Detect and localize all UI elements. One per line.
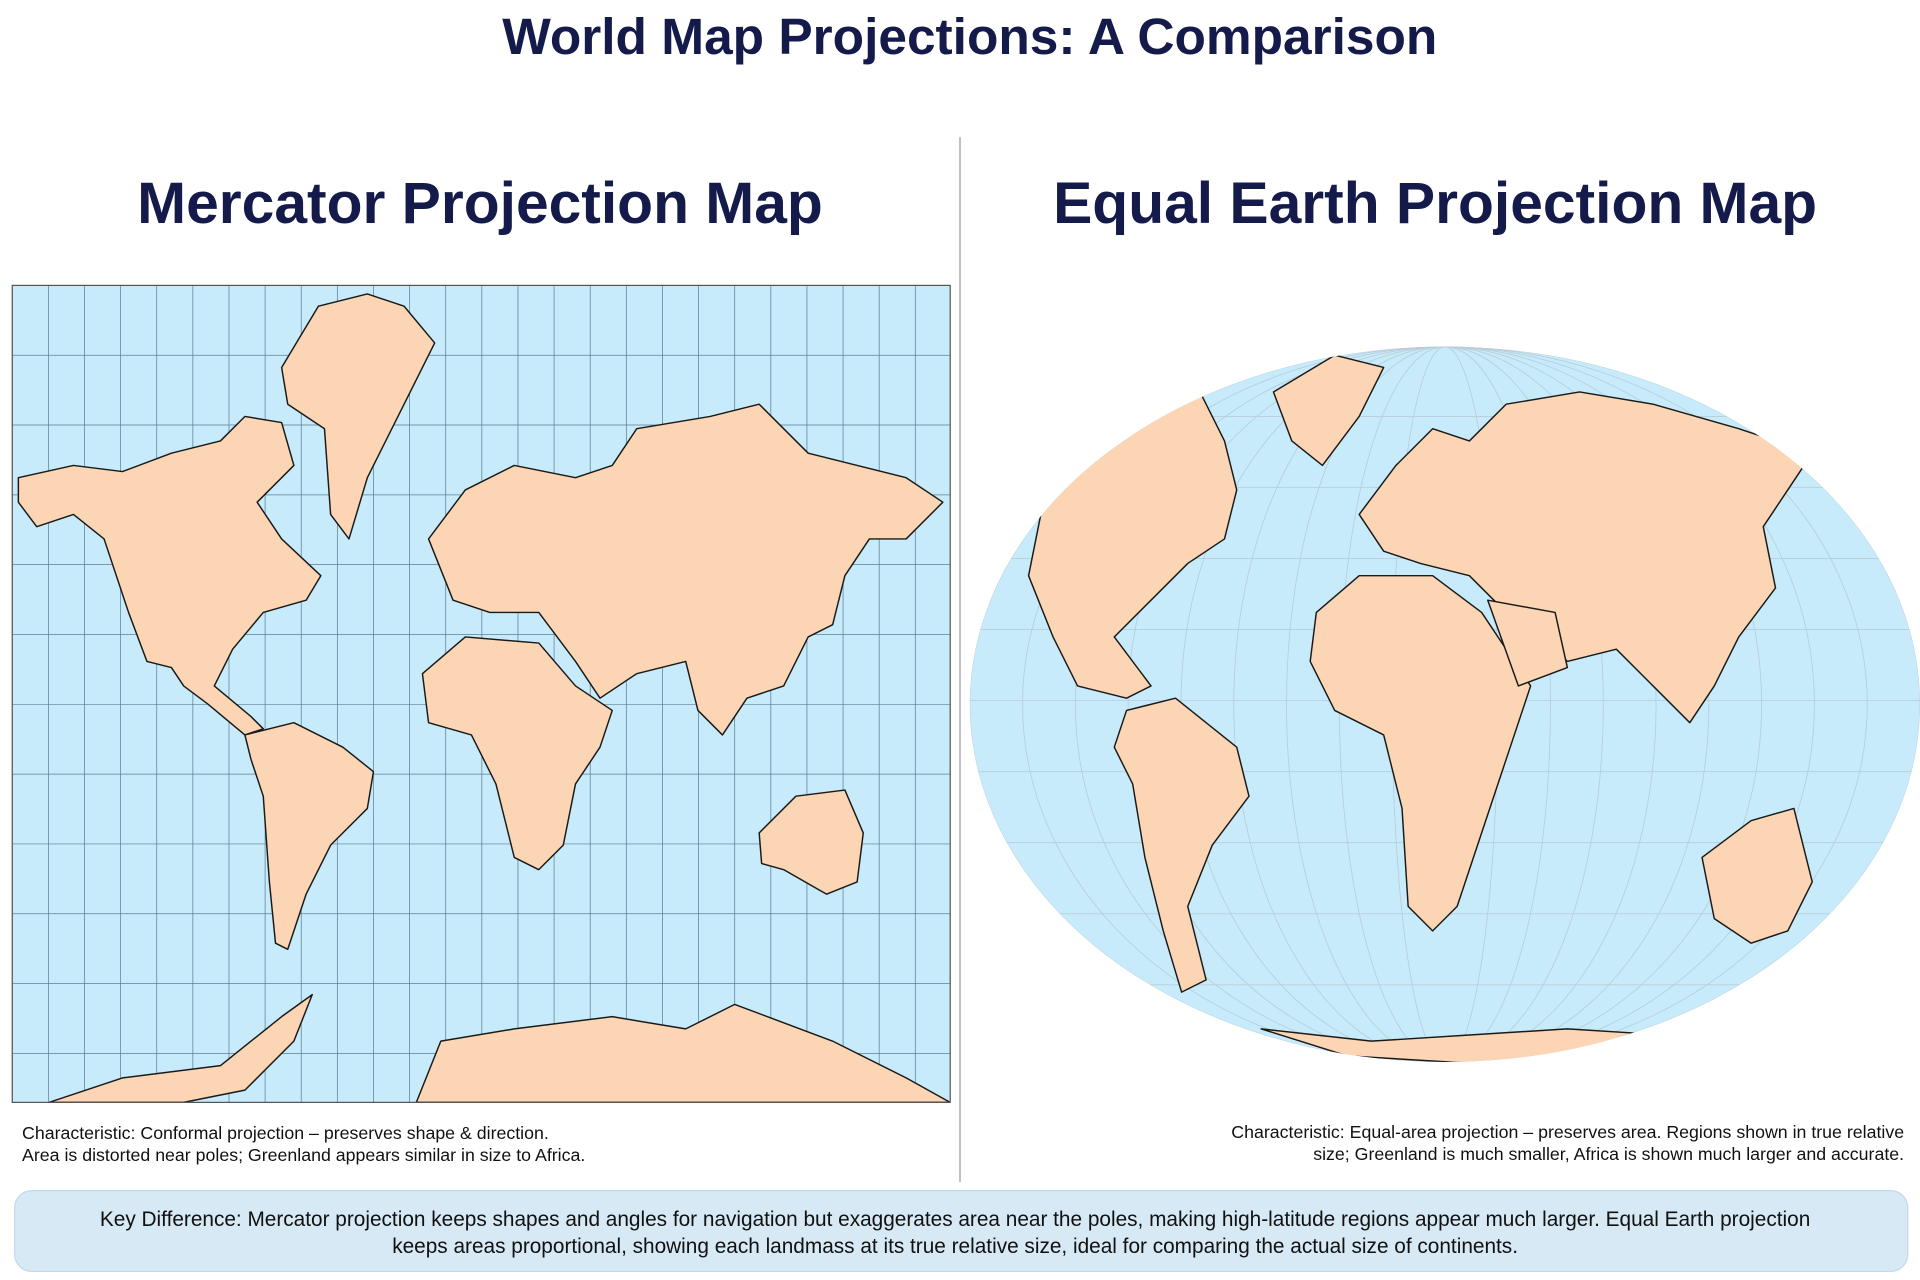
arabia [1487,599,1569,687]
australia [758,789,864,895]
key-difference-box [14,1189,1909,1273]
north-america [17,415,322,736]
landmasses [1027,354,1813,1062]
graticule [1074,346,1815,1062]
south-america [244,721,375,951]
equal-earth-map [969,346,1920,1062]
australia [1701,807,1813,944]
page-title: World Map Projections: A Comparison [502,7,1437,65]
mercator-map [12,285,951,1103]
africa [421,636,613,871]
landmasses [17,293,951,1103]
graticule [1233,346,1657,1062]
south-america [1113,697,1250,993]
graticule [1127,346,1763,1062]
graticule [1286,346,1604,1062]
panel-title: Equal Earth Projection Map [1053,171,1817,236]
key-difference: keeps areas proportional, showing each l… [392,1235,1518,1258]
africa [1309,574,1532,932]
characteristic: Characteristic: Equal-area projection – … [1231,1122,1904,1142]
map-frame [11,284,951,1104]
characteristic: Area is distorted near poles; Greenland … [22,1145,585,1165]
graticule [1022,346,1868,1062]
characteristic: size; Greenland is much smaller, Africa … [1313,1144,1904,1164]
characteristic: Characteristic: Conformal projection – p… [22,1123,549,1143]
greenland [280,293,436,540]
panel-title: Mercator Projection Map [137,171,823,236]
key-difference: Key Difference: Mercator projection keep… [100,1208,1810,1231]
eurasia [427,403,944,736]
antarctica [48,993,951,1103]
